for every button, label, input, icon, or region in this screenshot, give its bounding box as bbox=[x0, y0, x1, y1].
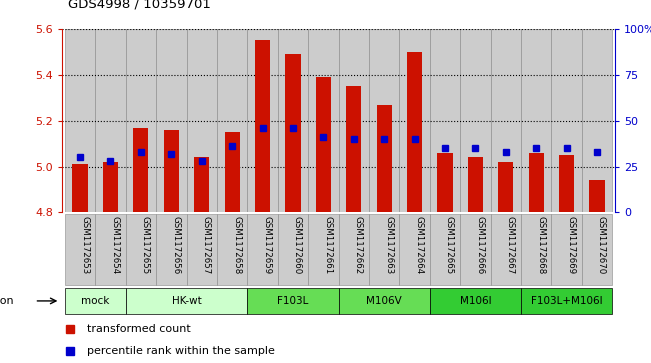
Bar bbox=[247, 287, 339, 314]
Bar bbox=[521, 29, 551, 212]
Bar bbox=[430, 214, 460, 285]
Bar bbox=[521, 287, 612, 314]
Text: GSM1172666: GSM1172666 bbox=[475, 216, 484, 274]
Text: F103L+M106I: F103L+M106I bbox=[531, 296, 602, 306]
Bar bbox=[339, 287, 430, 314]
Text: GSM1172668: GSM1172668 bbox=[536, 216, 545, 274]
Bar bbox=[339, 29, 369, 212]
Bar bbox=[407, 52, 422, 212]
Text: GSM1172667: GSM1172667 bbox=[506, 216, 515, 274]
Bar bbox=[126, 287, 247, 314]
Text: percentile rank within the sample: percentile rank within the sample bbox=[87, 346, 275, 356]
Bar bbox=[559, 155, 574, 212]
Bar bbox=[460, 29, 491, 212]
Text: GSM1172660: GSM1172660 bbox=[293, 216, 302, 274]
Bar bbox=[156, 29, 186, 212]
Bar bbox=[285, 54, 301, 212]
Text: GSM1172658: GSM1172658 bbox=[232, 216, 241, 274]
Bar bbox=[65, 287, 126, 314]
Text: infection: infection bbox=[0, 296, 13, 306]
Text: GSM1172655: GSM1172655 bbox=[141, 216, 150, 274]
Text: F103L: F103L bbox=[277, 296, 309, 306]
Bar bbox=[217, 214, 247, 285]
Text: GDS4998 / 10359701: GDS4998 / 10359701 bbox=[68, 0, 211, 11]
Bar bbox=[186, 214, 217, 285]
Bar bbox=[491, 29, 521, 212]
Bar bbox=[247, 214, 278, 285]
Text: M106I: M106I bbox=[460, 296, 491, 306]
Text: GSM1172657: GSM1172657 bbox=[202, 216, 211, 274]
Text: GSM1172670: GSM1172670 bbox=[597, 216, 606, 274]
Text: GSM1172662: GSM1172662 bbox=[353, 216, 363, 274]
Bar bbox=[589, 180, 605, 212]
Bar bbox=[163, 130, 179, 212]
Bar bbox=[430, 29, 460, 212]
Bar bbox=[156, 214, 186, 285]
Bar bbox=[103, 162, 118, 212]
Bar bbox=[399, 29, 430, 212]
Text: transformed count: transformed count bbox=[87, 324, 191, 334]
Text: GSM1172669: GSM1172669 bbox=[566, 216, 575, 274]
Text: GSM1172665: GSM1172665 bbox=[445, 216, 454, 274]
Bar bbox=[491, 214, 521, 285]
Bar bbox=[460, 214, 491, 285]
Bar bbox=[582, 214, 612, 285]
Bar bbox=[255, 41, 270, 212]
Bar bbox=[225, 132, 240, 212]
Bar bbox=[72, 164, 88, 212]
Bar bbox=[376, 105, 392, 212]
Bar bbox=[217, 29, 247, 212]
Bar bbox=[529, 153, 544, 212]
Bar bbox=[369, 29, 399, 212]
Bar bbox=[399, 214, 430, 285]
Bar bbox=[498, 162, 514, 212]
Text: M106V: M106V bbox=[367, 296, 402, 306]
Bar bbox=[467, 157, 483, 212]
Text: GSM1172653: GSM1172653 bbox=[80, 216, 89, 274]
Bar bbox=[95, 29, 126, 212]
Text: GSM1172654: GSM1172654 bbox=[111, 216, 120, 274]
Text: mock: mock bbox=[81, 296, 109, 306]
Bar bbox=[126, 214, 156, 285]
Bar bbox=[65, 214, 95, 285]
Bar bbox=[186, 29, 217, 212]
Text: GSM1172659: GSM1172659 bbox=[262, 216, 271, 274]
Bar bbox=[308, 214, 339, 285]
Bar bbox=[65, 29, 95, 212]
Bar bbox=[339, 214, 369, 285]
Bar bbox=[278, 29, 308, 212]
Bar bbox=[133, 127, 148, 212]
Text: GSM1172661: GSM1172661 bbox=[324, 216, 332, 274]
Text: HK-wt: HK-wt bbox=[172, 296, 201, 306]
Bar bbox=[247, 29, 278, 212]
Bar bbox=[346, 86, 361, 212]
Bar bbox=[369, 214, 399, 285]
Bar bbox=[316, 77, 331, 212]
Bar bbox=[194, 157, 210, 212]
Bar bbox=[521, 214, 551, 285]
Bar bbox=[95, 214, 126, 285]
Bar bbox=[437, 153, 452, 212]
Bar bbox=[551, 29, 582, 212]
Bar bbox=[126, 29, 156, 212]
Bar bbox=[430, 287, 521, 314]
Text: GSM1172656: GSM1172656 bbox=[171, 216, 180, 274]
Bar bbox=[582, 29, 612, 212]
Text: GSM1172663: GSM1172663 bbox=[384, 216, 393, 274]
Bar bbox=[308, 29, 339, 212]
Text: GSM1172664: GSM1172664 bbox=[415, 216, 424, 274]
Bar bbox=[278, 214, 308, 285]
Bar bbox=[551, 214, 582, 285]
